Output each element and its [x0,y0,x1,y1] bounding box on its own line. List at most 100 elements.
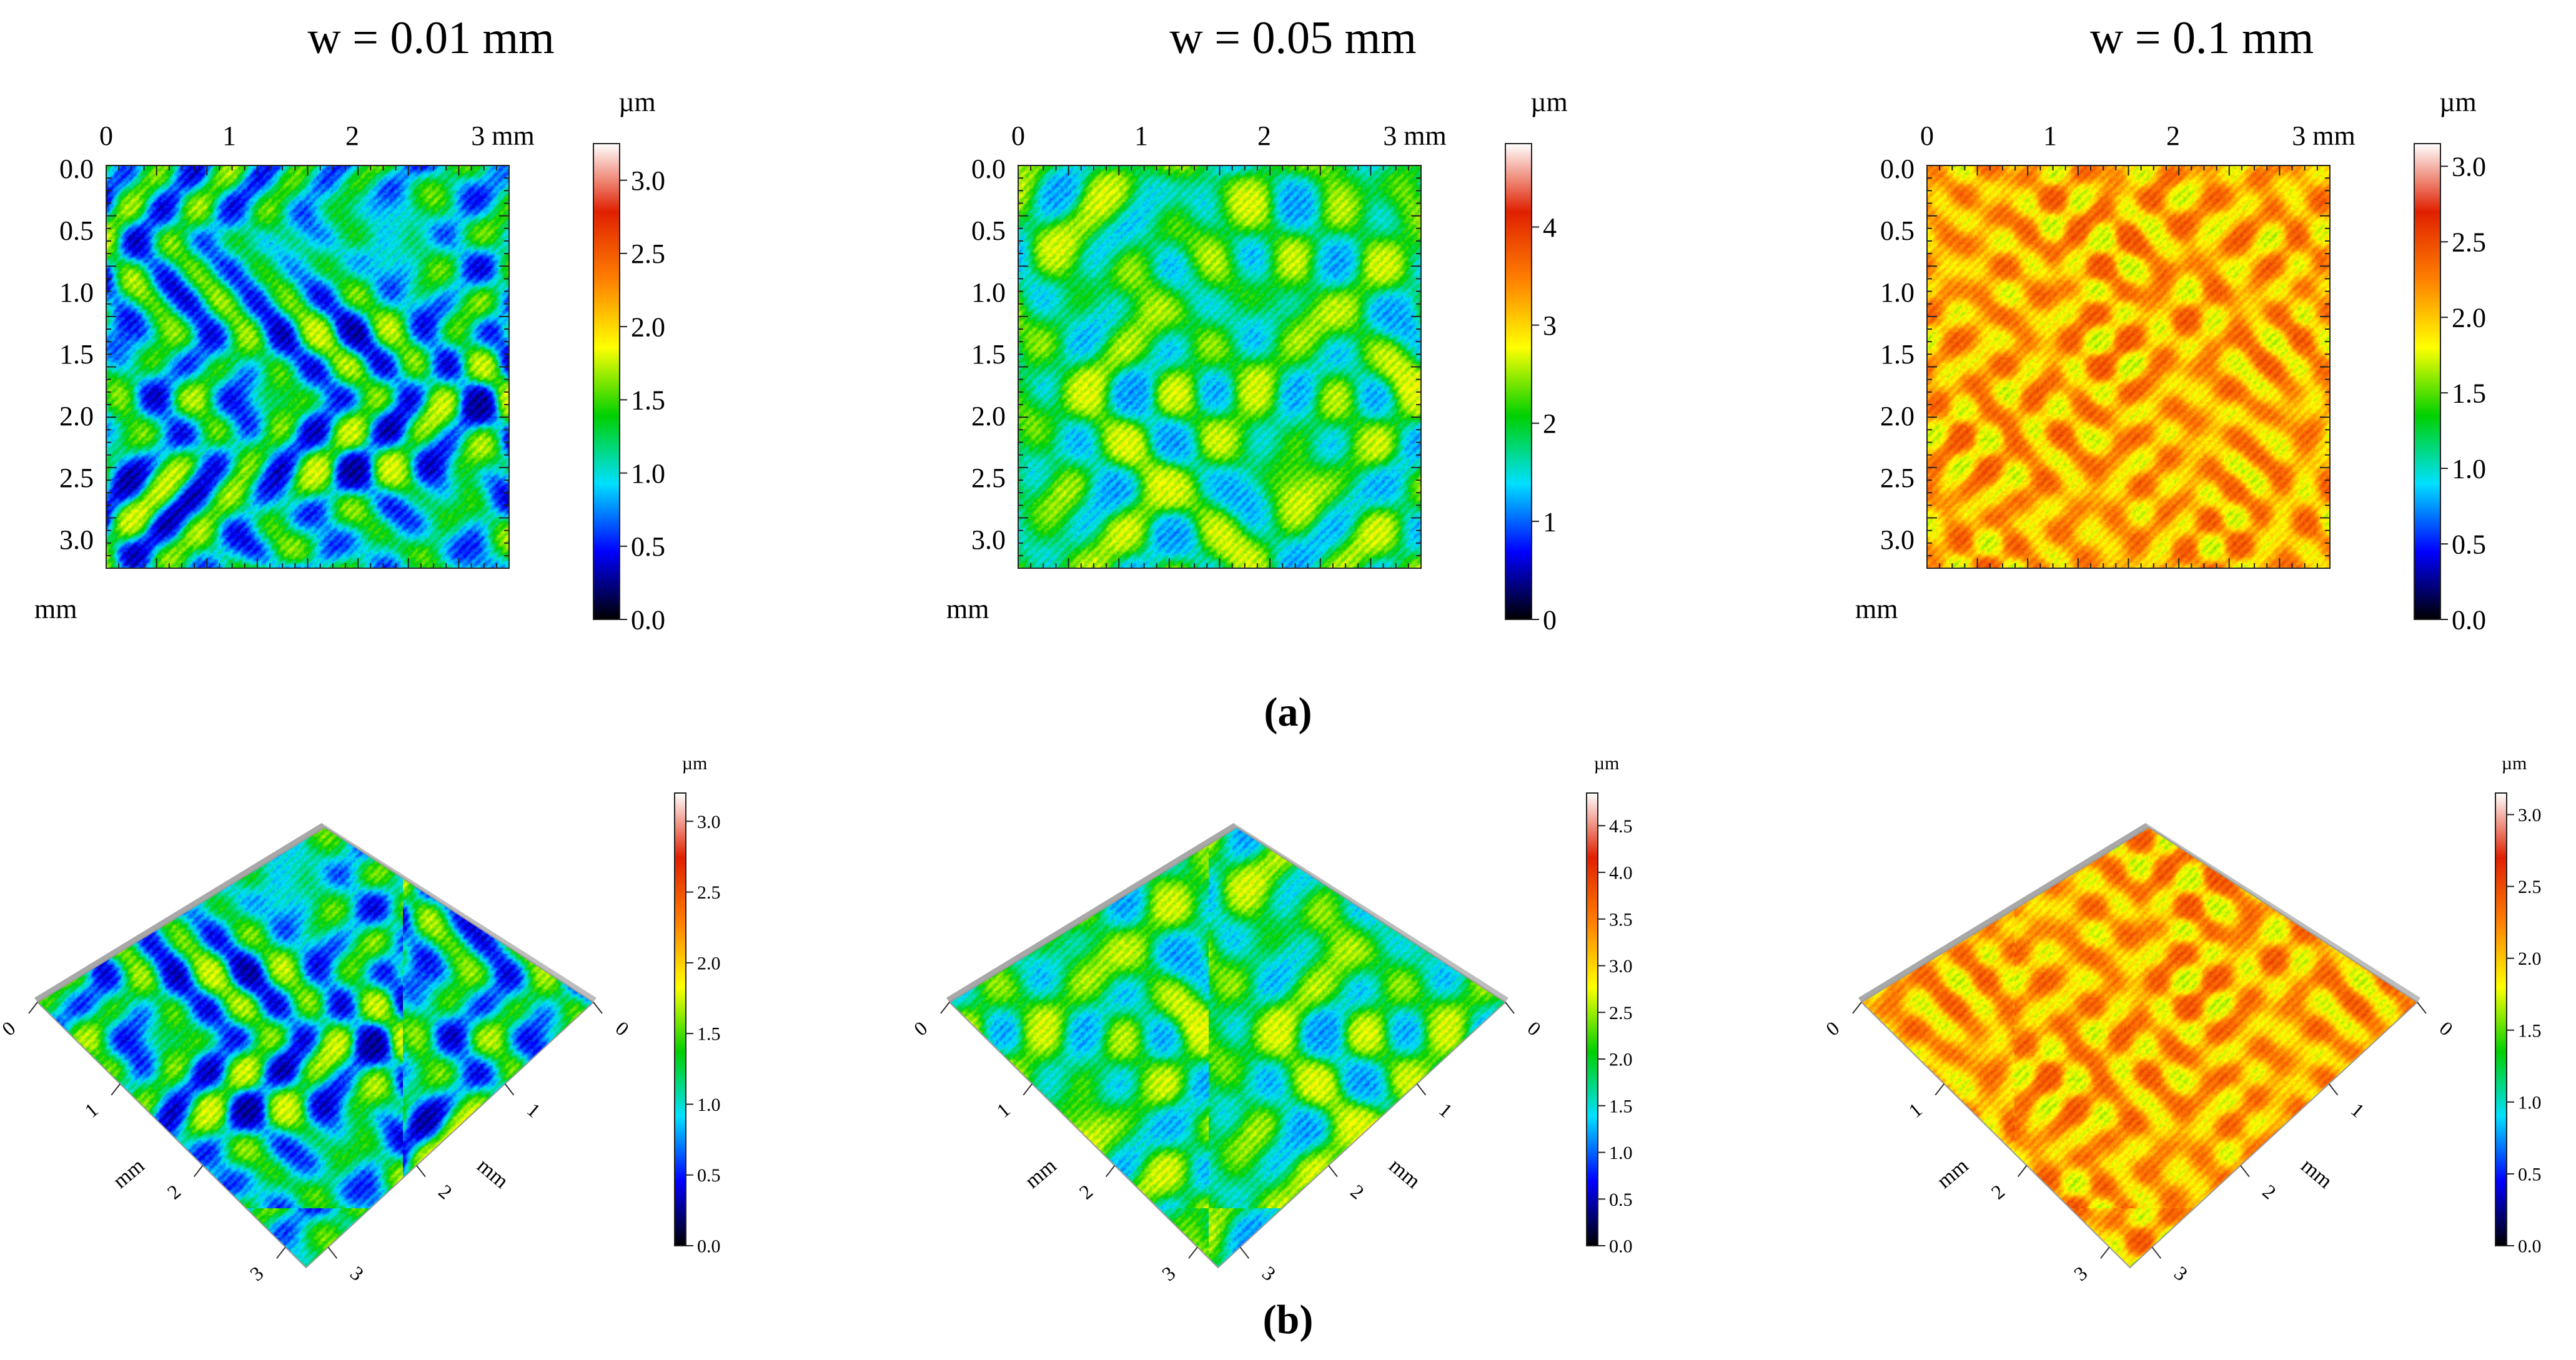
colorbar-tick-label: 2.0 [697,953,721,973]
top-panel-1: w = 0.01 mm 0 1 2 3 mm 0.0 0.5 1.0 1.5 2… [34,12,665,635]
colorbar-tick-label: 1.0 [697,1095,721,1115]
caption-a: (a) [1264,689,1312,735]
colorbar-tick-label: 2.0 [1609,1050,1633,1070]
panel-title: w = 0.1 mm [2090,12,2314,64]
axis-tick-label: 3 [1157,1261,1179,1285]
colorbar-tick-label: 2.5 [2452,227,2486,258]
axis-tick-label: 1 [2347,1098,2369,1122]
colorbar-tick-label: 2.5 [697,882,721,903]
surface-frame [106,165,510,569]
colorbar-unit: µm [618,87,656,117]
colorbar-scale [1505,143,1532,620]
colorbar-tick-label: 0.0 [2452,604,2486,635]
y-tick-label: 1.0 [971,277,1006,308]
colorbar-tick-label: 4 [1543,212,1557,243]
colorbar-tick-label: 1.0 [1609,1143,1633,1163]
axis-tick [1239,1246,1250,1259]
colorbar-tick-label: 0.0 [1609,1236,1633,1257]
x-tick-label: 1 [222,121,236,151]
y-tick-label: 0.5 [971,215,1006,246]
y-tick-label: 0.5 [59,215,94,246]
y-unit-label: mm [1855,594,1898,624]
axis-tick-label: 0 [1523,1017,1545,1040]
colorbar-tick-label: 1 [1543,506,1557,537]
colorbar-tick-label: 1.5 [697,1024,721,1045]
y-unit-label: mm [34,594,77,624]
axis-tick [2100,1246,2110,1259]
top-panel-3: w = 0.1 mm 0 1 2 3 mm 0.0 0.5 1.0 1.5 2.… [1855,12,2486,635]
colorbar-tick-label: 1.5 [2518,1020,2542,1041]
y-tick-label: 3.0 [59,525,94,555]
axis-tick-label: 1 [1435,1098,1457,1122]
axis-tick [1934,1083,1945,1096]
colorbar-tick-label: 2.0 [631,312,665,342]
colorbar-tick-label: 3.0 [2452,152,2486,182]
colorbar-tick-label: 0.0 [2518,1236,2542,1257]
axis-tick-label: 1 [992,1098,1014,1122]
colorbar-tick-label: 2 [1543,408,1557,439]
axis-tick-label: 3 [2069,1261,2091,1285]
x-tick-label: 2 [345,121,359,151]
colorbar: µm 0.0 0.5 1.0 1.5 2.0 2.5 3.0 3.5 4.0 4.5 [1586,753,1633,1257]
colorbar: µm 0.0 0.5 1.0 1.5 2.0 2.5 3.0 [2414,87,2486,635]
colorbar-tick-label: 0.5 [2518,1164,2542,1185]
y-tick-label: 1.0 [59,277,94,308]
surface-map [1927,165,2330,568]
bottom-panel-1: 0 1 2 3 mm 0 1 2 3 mm µm 0.0 0.5 1.0 1.5 2.0 2.5 3.0 [0,753,721,1285]
axis-tick [111,1083,121,1096]
y-tick-label: 0.5 [1880,215,1915,246]
colorbar-tick-label: 1.5 [1609,1096,1633,1116]
axis-tick [416,1165,426,1178]
colorbar-tick-label: 1.0 [631,458,665,489]
axis-tick-label: 0 [0,1017,19,1040]
axis-tick-label: 3 [245,1261,267,1285]
panel-title: w = 0.01 mm [307,12,554,64]
colorbar-tick-label: 1.5 [631,385,665,416]
colorbar-unit: µm [2502,753,2527,774]
colorbar-tick-label: 1.5 [2452,378,2486,409]
x-tick-label: 3 mm [2292,121,2355,151]
x-tick-label: 1 [2043,121,2057,151]
x-tick-label: 0 [1920,121,1934,151]
axis-tick-label: 3 [1258,1261,1280,1285]
axis-unit-label: mm [1021,1154,1061,1193]
axis-tick-label: 0 [1821,1017,1843,1040]
axis-tick-label: 0 [612,1017,633,1040]
axis-tick [2240,1165,2250,1178]
colorbar-unit: µm [682,753,708,774]
colorbar-tick-label: 1.0 [2452,453,2486,484]
axis-tick-label: 2 [1346,1180,1368,1204]
y-tick-label: 0.0 [59,154,94,184]
x-tick-label: 2 [1257,121,1271,151]
bottom-panel-2: 0 1 2 3 mm 0 1 2 3 mm µm 0.0 0.5 1.0 1.5 2.0 2.5 3.0 3.5 4… [909,753,1632,1285]
axis-tick-label: 3 [346,1261,368,1285]
colorbar-tick-label: 1.0 [2518,1092,2542,1113]
surface-map [1018,165,1421,568]
y-tick-label: 2.5 [971,463,1006,493]
colorbar-tick-label: 3.0 [631,165,665,196]
colorbar-tick-label: 0 [1543,604,1557,635]
surface-3d [1860,826,2419,1269]
y-tick-label: 2.0 [971,401,1006,431]
axis-tick [1023,1083,1033,1096]
axis-tick [2017,1165,2028,1178]
axis-tick-label: 3 [2170,1261,2192,1285]
surface-3d [36,826,595,1269]
axis-tick [1105,1165,1116,1178]
colorbar-tick-label: 2.5 [631,239,665,269]
colorbar-tick-label: 0.0 [631,604,665,635]
y-tick-label: 2.0 [59,401,94,431]
colorbar-tick-label: 0.5 [697,1165,721,1186]
y-tick-label: 3.0 [971,525,1006,555]
axis-tick-label: 1 [80,1098,102,1122]
axis-tick [1852,1002,1862,1014]
axis-tick-label: 0 [909,1017,931,1040]
axis-tick [327,1246,338,1259]
colorbar-tick-label: 3.0 [1609,956,1633,977]
x-tick-label: 2 [2166,121,2180,151]
colorbar-tick-label: 0.5 [631,531,665,562]
y-unit-label: mm [946,594,989,624]
axis-tick-label: 2 [1987,1180,2009,1204]
colorbar-unit: µm [1594,753,1620,774]
